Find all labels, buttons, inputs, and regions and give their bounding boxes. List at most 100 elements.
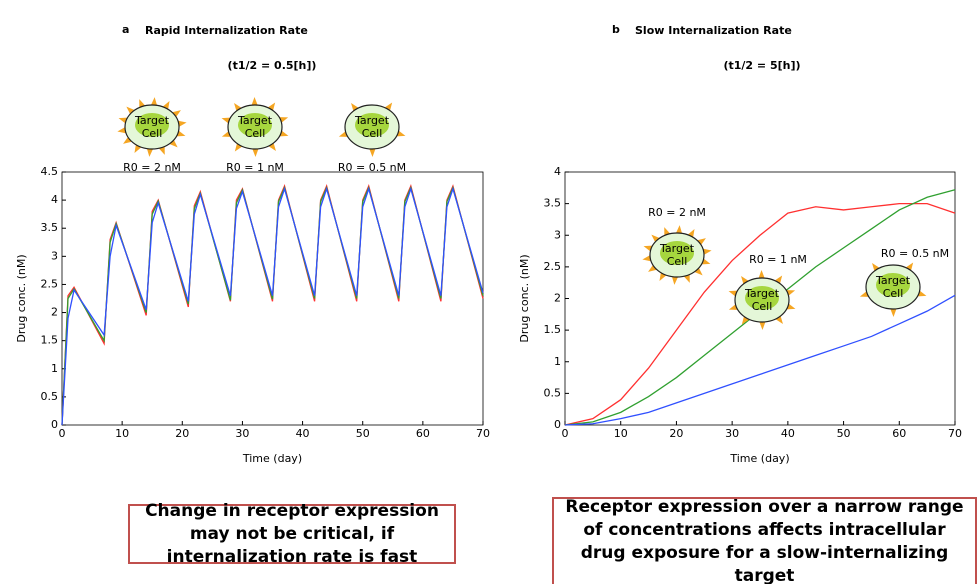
y-tick-label: 0: [554, 418, 561, 431]
series-line: [61, 186, 484, 426]
y-tick-label: 0: [51, 418, 58, 431]
x-tick-label: 10: [115, 427, 129, 440]
series-line: [61, 185, 484, 426]
receptor: [759, 321, 766, 330]
legend-label: R0 = 0.5 nM: [881, 247, 949, 260]
y-tick-label: 4: [51, 193, 58, 206]
receptor: [396, 130, 406, 137]
receptor: [697, 238, 706, 246]
receptor: [728, 290, 738, 297]
x-tick-label: 60: [416, 427, 430, 440]
receptor: [221, 117, 231, 124]
receptor: [741, 316, 749, 325]
receptor: [369, 148, 376, 157]
panel-label: b: [612, 23, 620, 36]
caption: Receptor expression over a narrow range …: [552, 497, 977, 584]
x-axis-label: Time (day): [729, 452, 789, 465]
y-tick-label: 1.5: [41, 334, 59, 347]
y-tick-label: 2.5: [544, 260, 562, 273]
receptor: [676, 225, 683, 234]
y-tick-label: 0.5: [41, 390, 59, 403]
y-tick-label: 2: [51, 306, 58, 319]
y-tick-label: 2.5: [41, 277, 59, 290]
legend-label: R0 = 1 nM: [749, 253, 807, 266]
receptor: [172, 110, 181, 118]
cell-label: Target: [659, 242, 695, 255]
receptor: [775, 275, 783, 284]
cell-nucleus: [745, 286, 779, 310]
x-tick-label: 70: [948, 427, 962, 440]
legend-label: R0 = 0.5 nM: [338, 161, 406, 174]
y-tick-label: 1: [51, 362, 58, 375]
series-line: [564, 294, 956, 426]
chart-title: Slow Internalization Rate: [635, 24, 792, 37]
legend-label: R0 = 2 nM: [648, 206, 706, 219]
x-tick-label: 50: [837, 427, 851, 440]
y-axis-label: Drug conc. (nM): [15, 254, 28, 342]
receptor: [151, 97, 158, 106]
receptor: [651, 234, 660, 243]
chart-subtitle: (t1/2 = 0.5[h]): [228, 59, 317, 72]
receptor: [118, 117, 128, 124]
x-tick-label: 0: [59, 427, 66, 440]
x-tick-label: 40: [296, 427, 310, 440]
receptor: [268, 102, 276, 111]
cell-label: Cell: [752, 300, 773, 313]
cell-label: Target: [134, 114, 170, 127]
receptor: [694, 267, 703, 276]
y-tick-label: 4: [554, 165, 561, 178]
y-tick-label: 3: [554, 228, 561, 241]
x-tick-label: 30: [725, 427, 739, 440]
receptor: [252, 148, 259, 157]
x-tick-label: 20: [669, 427, 683, 440]
receptor: [178, 120, 187, 127]
y-tick-label: 0.5: [544, 386, 562, 399]
caption: Change in receptor expression may not be…: [128, 501, 456, 567]
cell-nucleus: [660, 241, 694, 265]
receptor: [703, 248, 712, 255]
series-line: [564, 202, 956, 426]
receptor: [176, 130, 186, 137]
cell-label: Cell: [883, 287, 904, 300]
cell-label: Cell: [667, 255, 688, 268]
x-tick-label: 10: [614, 427, 628, 440]
receptor: [890, 308, 897, 317]
cell-label: Target: [237, 114, 273, 127]
y-tick-label: 1: [554, 355, 561, 368]
cell-label: Cell: [142, 127, 163, 140]
receptor: [146, 148, 153, 157]
panel-label: a: [122, 23, 129, 36]
receptor: [126, 106, 135, 115]
receptor: [117, 127, 126, 134]
chart-title: Rapid Internalization Rate: [145, 24, 308, 37]
cell-nucleus: [876, 273, 910, 297]
receptor: [279, 130, 289, 137]
cell-nucleus: [355, 113, 389, 137]
cell-label: Target: [875, 274, 911, 287]
y-tick-label: 4.5: [41, 165, 59, 178]
receptor: [917, 290, 927, 297]
legend-label: R0 = 2 nM: [123, 161, 181, 174]
cell-nucleus: [135, 113, 169, 137]
cell-label: Cell: [245, 127, 266, 140]
receptor: [251, 97, 258, 106]
receptor: [906, 262, 914, 271]
receptor: [872, 262, 880, 272]
receptor: [758, 270, 765, 279]
receptor: [351, 102, 359, 112]
receptor: [123, 136, 132, 144]
receptor: [169, 139, 178, 148]
legend-label: R0 = 1 nM: [226, 161, 284, 174]
x-axis-label: Time (day): [242, 452, 302, 465]
receptor: [385, 102, 393, 111]
receptor: [701, 258, 711, 265]
y-tick-label: 3.5: [544, 197, 562, 210]
receptor: [648, 264, 657, 272]
x-tick-label: 0: [562, 427, 569, 440]
